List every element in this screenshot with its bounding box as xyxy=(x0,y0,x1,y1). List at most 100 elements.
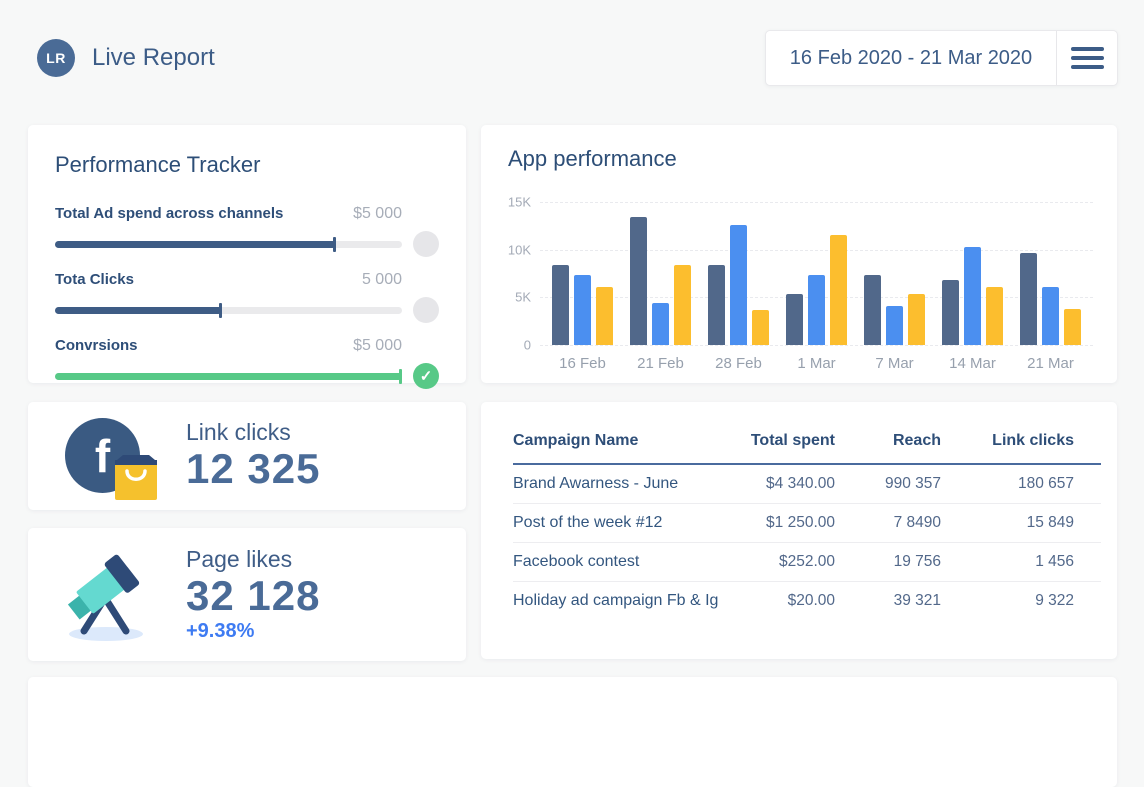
table-cell: $4 340.00 xyxy=(766,475,835,492)
bar-blue xyxy=(574,275,591,345)
page-likes-value: 32 128 xyxy=(186,571,321,619)
slider-track[interactable] xyxy=(55,302,402,318)
slider-knob-check[interactable]: ✓ xyxy=(413,363,439,389)
date-range-control: 16 Feb 2020 - 21 Mar 2020 xyxy=(765,30,1118,86)
page-title: Live Report xyxy=(92,44,215,71)
slider-fill xyxy=(55,306,222,314)
bar-blue xyxy=(964,246,981,345)
link-clicks-card: f Link clicks 12 325 xyxy=(28,402,466,510)
bar-yellow xyxy=(1064,308,1081,345)
slider-value: 5 000 xyxy=(361,271,402,288)
bar-yellow xyxy=(674,264,691,345)
sliders: Total Ad spend across channels $5 000 To… xyxy=(55,205,439,389)
table-cell: 990 357 xyxy=(884,475,941,492)
bar-blue xyxy=(1042,286,1059,345)
table-cell: Holiday ad campaign Fb & Ig xyxy=(513,581,733,620)
telescope-icon xyxy=(67,554,143,641)
x-axis-tick: 14 Mar xyxy=(949,355,996,372)
table-cell: 9 322 xyxy=(941,581,1101,620)
y-axis-tick: 5K xyxy=(515,289,531,305)
page-likes-label: Page likes xyxy=(186,545,293,572)
bar-yellow xyxy=(596,286,613,345)
bar-blue xyxy=(808,275,825,345)
table-cell: 7 8490 xyxy=(835,503,941,543)
slider-group-3: Convrsions $5 000 ✓ xyxy=(55,337,439,389)
slider-group-2: Tota Clicks 5 000 xyxy=(55,271,439,323)
table-cell: $20.00 xyxy=(733,581,835,620)
gridline xyxy=(540,249,1093,251)
table-row: Holiday ad campaign Fb & Ig $20.00 39 321 9… xyxy=(513,581,1101,620)
x-axis-tick: 16 Feb xyxy=(559,355,606,372)
slider-label: Total Ad spend across channels xyxy=(55,205,284,222)
bar-groups xyxy=(540,202,1093,345)
icon-zone: f xyxy=(28,414,186,500)
shopping-bag-icon xyxy=(115,455,157,500)
slider-track[interactable] xyxy=(55,368,402,384)
y-axis-tick: 0 xyxy=(523,337,531,353)
bar-dark-blue xyxy=(786,294,803,345)
table-header-cell: Reach xyxy=(835,402,941,465)
slider-thumb[interactable] xyxy=(333,236,337,252)
table-cell: 39 321 xyxy=(835,581,941,620)
hamburger-icon xyxy=(1070,65,1104,69)
bar-group-14-mar xyxy=(942,202,1003,345)
table-header-row: Campaign Name Total spent Reach Link clicks xyxy=(513,402,1101,465)
hamburger-icon xyxy=(1070,47,1104,51)
page-likes-delta: +9.38% xyxy=(186,620,255,643)
bar-group-21-mar xyxy=(1020,202,1081,345)
hamburger-menu-button[interactable] xyxy=(1057,31,1117,85)
bar-blue xyxy=(652,303,669,345)
bar-yellow xyxy=(908,293,925,345)
facebook-shopping-bag-icon: f xyxy=(59,414,157,500)
divider xyxy=(1056,31,1057,85)
gridline xyxy=(540,202,1093,203)
slider-value: $5 000 xyxy=(353,205,402,222)
hamburger-icon xyxy=(1070,56,1104,60)
app-performance-card: App performance 15K 10K 5K 0 16 Feb 21 Feb 28… xyxy=(481,125,1117,383)
campaign-table-card: Campaign Name Total spent Reach Link clicks… xyxy=(481,402,1117,659)
slider-group-1: Total Ad spend across channels $5 000 xyxy=(55,205,439,257)
table-row: Facebook contest $252.00 19 756 1 456 xyxy=(513,542,1101,582)
table-cell: Post of the week #12 xyxy=(513,503,733,543)
table-cell: Facebook contest xyxy=(513,542,733,582)
x-axis-tick: 28 Feb xyxy=(715,355,762,372)
slider-track[interactable] xyxy=(55,236,402,252)
bar-chart: 15K 10K 5K 0 16 Feb 21 Feb 28 Feb 1 Mar 7 Mar 14… xyxy=(508,195,1093,372)
date-range-picker[interactable]: 16 Feb 2020 - 21 Mar 2020 xyxy=(789,46,1033,69)
slider-value: $5 000 xyxy=(353,337,402,354)
bar-group-1-mar xyxy=(786,202,847,345)
slider-thumb[interactable] xyxy=(218,302,222,318)
bar-blue xyxy=(886,305,903,345)
table-cell: 180 657 xyxy=(1017,475,1074,492)
table-cell: $1 250.00 xyxy=(733,503,835,543)
icon-zone xyxy=(28,547,186,643)
gridline xyxy=(540,345,1093,346)
bar-yellow xyxy=(752,309,769,345)
performance-tracker-title: Performance Tracker xyxy=(55,152,261,177)
y-axis-tick: 15K xyxy=(507,194,531,210)
performance-tracker-card: Performance Tracker Total Ad spend acros… xyxy=(28,125,466,389)
bar-dark-blue xyxy=(708,264,725,345)
bar-dark-blue xyxy=(630,217,647,345)
bar-group-21-feb xyxy=(630,202,691,345)
slider-thumb[interactable] xyxy=(399,368,402,384)
table-cell: Brand Awarness - June xyxy=(513,475,679,492)
slider-label: Convrsions xyxy=(55,337,138,354)
bar-dark-blue xyxy=(552,264,569,345)
table-header-cell: Campaign Name xyxy=(513,402,733,465)
bar-blue xyxy=(730,224,747,345)
table-header-cell: Total spent xyxy=(733,402,835,465)
table-row: Post of the week #12 $1 250.00 7 8490 15 84… xyxy=(513,503,1101,543)
y-axis-tick: 10K xyxy=(507,242,531,258)
x-axis-tick: 1 Mar xyxy=(797,355,836,372)
x-axis-tick: 21 Feb xyxy=(637,355,684,372)
bottom-card xyxy=(28,677,1117,787)
bar-yellow xyxy=(830,235,847,345)
chart-x-axis: 16 Feb 21 Feb 28 Feb 1 Mar 7 Mar 14 Mar 21 Mar xyxy=(540,355,1093,372)
table-cell: 1 456 xyxy=(941,542,1101,582)
slider-fill xyxy=(55,240,337,248)
slider-knob[interactable] xyxy=(413,297,439,323)
bar-dark-blue xyxy=(1020,253,1037,345)
slider-knob[interactable] xyxy=(413,231,439,257)
x-axis-tick: 7 Mar xyxy=(875,355,914,372)
